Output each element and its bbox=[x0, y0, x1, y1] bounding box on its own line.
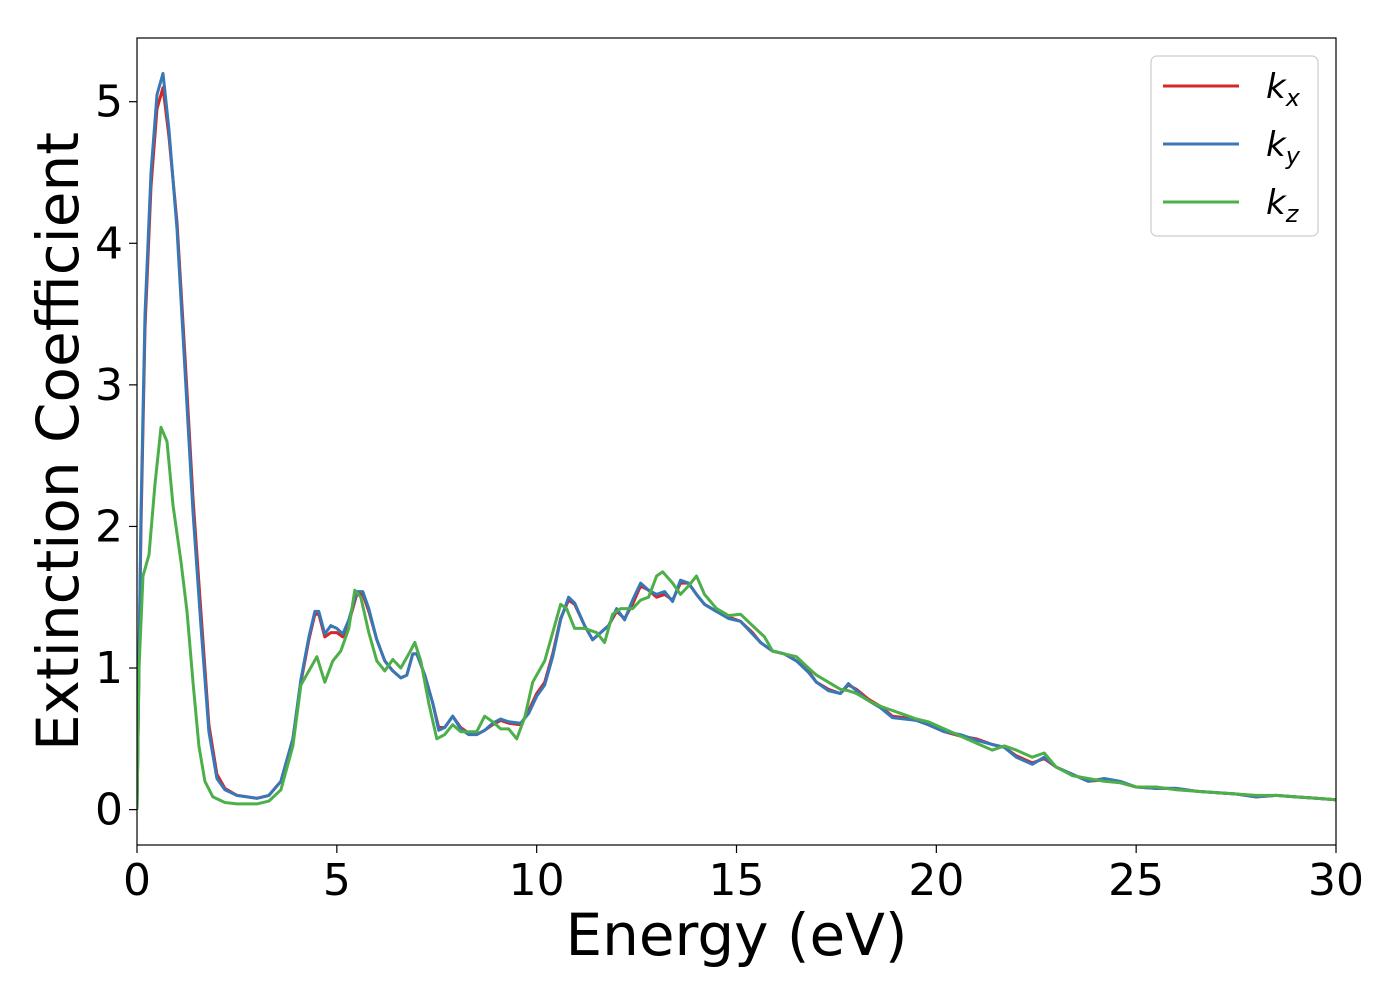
x-axis-title: Energy (eV) bbox=[565, 901, 907, 969]
x-tick-label: 20 bbox=[908, 855, 964, 906]
series-layer bbox=[137, 71, 1336, 810]
x-tick-label: 30 bbox=[1308, 855, 1364, 906]
x-axis-ticks: 0 5 10 15 20 25 30 bbox=[123, 845, 1364, 906]
series-line-kz bbox=[137, 425, 1336, 810]
y-tick-label: 0 bbox=[95, 785, 123, 836]
x-tick-label: 10 bbox=[509, 855, 565, 906]
y-tick-label: 1 bbox=[95, 643, 123, 694]
x-tick-label: 0 bbox=[123, 855, 151, 906]
y-tick-label: 3 bbox=[95, 360, 123, 411]
y-axis-title: Extinction Coefficient bbox=[24, 132, 92, 751]
y-tick-label: 4 bbox=[95, 218, 123, 269]
x-tick-label: 25 bbox=[1108, 855, 1164, 906]
y-tick-label: 2 bbox=[95, 501, 123, 552]
x-tick-label: 15 bbox=[709, 855, 765, 906]
series-line-ky bbox=[137, 71, 1336, 810]
y-axis-ticks: 0 1 2 3 4 5 bbox=[95, 77, 137, 836]
x-tick-label: 5 bbox=[323, 855, 351, 906]
legend-box bbox=[1150, 55, 1319, 237]
y-tick-label: 5 bbox=[95, 77, 123, 128]
